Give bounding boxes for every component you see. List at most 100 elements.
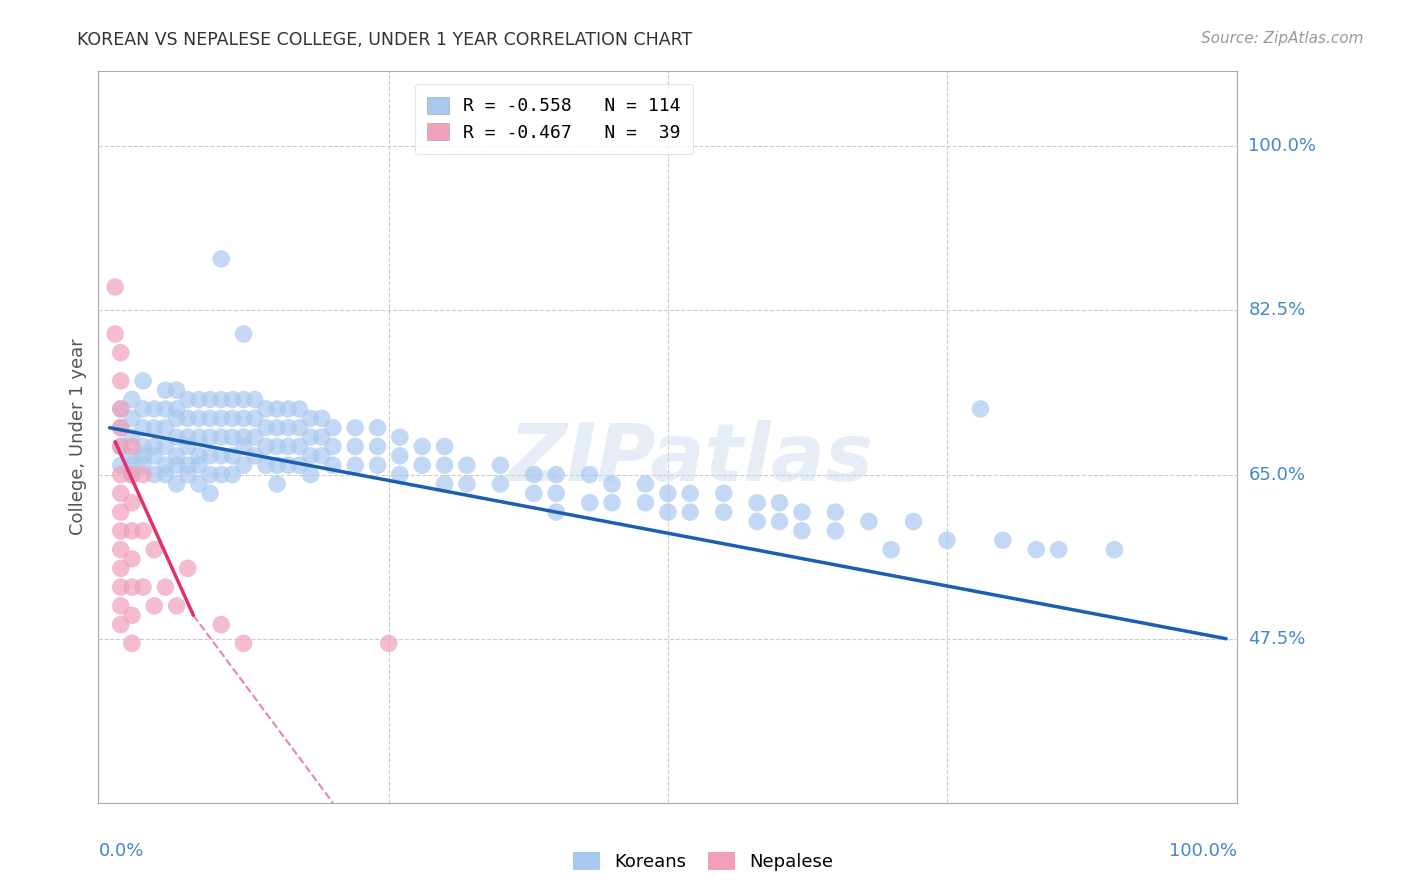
Point — [187, 411, 209, 425]
Point — [177, 561, 200, 575]
Point — [155, 467, 177, 482]
Point — [143, 401, 166, 416]
Point — [132, 401, 155, 416]
Point — [132, 420, 155, 434]
Point — [277, 401, 299, 416]
Point — [121, 467, 143, 482]
Point — [679, 486, 702, 500]
Point — [209, 449, 232, 463]
Point — [768, 496, 790, 510]
Point — [546, 467, 568, 482]
Point — [277, 420, 299, 434]
Point — [155, 458, 177, 473]
Point — [155, 401, 177, 416]
Point — [121, 524, 143, 538]
Point — [411, 458, 433, 473]
Point — [110, 617, 132, 632]
Point — [679, 505, 702, 519]
Point — [198, 449, 221, 463]
Point — [299, 430, 322, 444]
Point — [143, 420, 166, 434]
Point — [121, 608, 143, 623]
Point — [232, 636, 254, 650]
Point — [110, 401, 132, 416]
Point — [187, 449, 209, 463]
Point — [311, 411, 333, 425]
Point — [523, 486, 546, 500]
Point — [155, 383, 177, 397]
Point — [110, 401, 132, 416]
Point — [110, 374, 132, 388]
Point — [367, 458, 389, 473]
Point — [209, 617, 232, 632]
Point — [166, 383, 188, 397]
Point — [322, 458, 344, 473]
Point — [177, 458, 200, 473]
Point — [121, 449, 143, 463]
Point — [155, 440, 177, 454]
Point — [110, 542, 132, 557]
Point — [110, 345, 132, 359]
Point — [143, 449, 166, 463]
Point — [221, 467, 243, 482]
Point — [132, 580, 155, 594]
Point — [322, 420, 344, 434]
Point — [344, 420, 367, 434]
Point — [110, 420, 132, 434]
Point — [433, 477, 456, 491]
Point — [177, 440, 200, 454]
Point — [104, 280, 127, 294]
Point — [991, 533, 1014, 548]
Text: 82.5%: 82.5% — [1249, 301, 1306, 319]
Point — [388, 430, 411, 444]
Point — [209, 411, 232, 425]
Point — [166, 401, 188, 416]
Point — [433, 458, 456, 473]
Point — [209, 252, 232, 266]
Point — [121, 458, 143, 473]
Point — [266, 401, 288, 416]
Point — [177, 430, 200, 444]
Point — [110, 486, 132, 500]
Point — [121, 636, 143, 650]
Point — [713, 505, 735, 519]
Point — [1047, 542, 1070, 557]
Point — [936, 533, 959, 548]
Point — [132, 467, 155, 482]
Point — [578, 467, 600, 482]
Point — [288, 420, 311, 434]
Point — [166, 599, 188, 613]
Point — [110, 524, 132, 538]
Point — [198, 467, 221, 482]
Point — [232, 430, 254, 444]
Point — [299, 467, 322, 482]
Point — [209, 467, 232, 482]
Point — [121, 580, 143, 594]
Point — [187, 430, 209, 444]
Text: 65.0%: 65.0% — [1249, 466, 1305, 483]
Point — [344, 440, 367, 454]
Point — [132, 440, 155, 454]
Point — [143, 599, 166, 613]
Text: KOREAN VS NEPALESE COLLEGE, UNDER 1 YEAR CORRELATION CHART: KOREAN VS NEPALESE COLLEGE, UNDER 1 YEAR… — [77, 31, 693, 49]
Point — [232, 411, 254, 425]
Point — [288, 458, 311, 473]
Point — [824, 524, 846, 538]
Point — [121, 392, 143, 407]
Point — [166, 430, 188, 444]
Point — [456, 458, 478, 473]
Point — [288, 401, 311, 416]
Point — [166, 458, 188, 473]
Point — [299, 449, 322, 463]
Point — [311, 449, 333, 463]
Point — [546, 486, 568, 500]
Point — [110, 505, 132, 519]
Point — [344, 458, 367, 473]
Point — [322, 440, 344, 454]
Point — [177, 392, 200, 407]
Point — [110, 599, 132, 613]
Point — [880, 542, 903, 557]
Point — [456, 477, 478, 491]
Point — [266, 458, 288, 473]
Point — [143, 467, 166, 482]
